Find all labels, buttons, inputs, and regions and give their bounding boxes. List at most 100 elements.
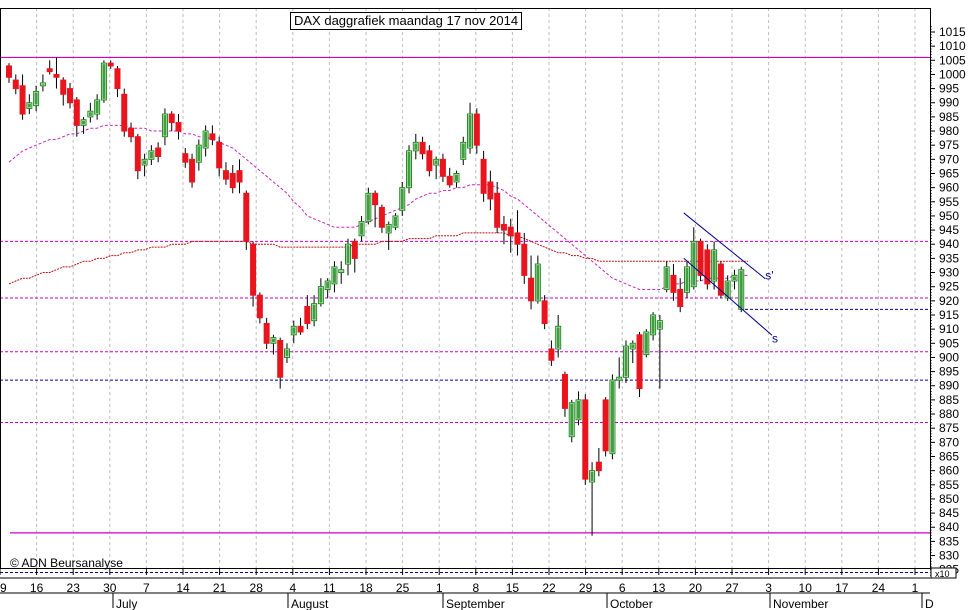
candle-up-fill (644, 332, 648, 354)
candle-down (155, 147, 162, 158)
y-tick-label: 890 (939, 379, 959, 393)
candle-down (216, 141, 223, 169)
y-tick-label: 950 (939, 209, 959, 223)
candle-up-fill (143, 160, 147, 164)
candle-up-fill (360, 222, 364, 235)
candle-down (182, 153, 189, 163)
candle-up-fill (197, 146, 201, 162)
candle-down (229, 172, 236, 189)
axes: 9 16 23 30 7 14 21 28 4 11 18 25 1 8 15 22 29 6 13 20 27 3 10 1… (0, 8, 966, 610)
month-label: October (610, 597, 653, 610)
candle-down (677, 289, 684, 307)
y-tick-label: 915 (939, 308, 959, 322)
candle-up-fill (407, 151, 411, 187)
month-label: D (925, 597, 934, 610)
y-tick-label: 920 (939, 294, 959, 308)
candle-up-fill (82, 120, 86, 125)
y-tick-label: 885 (939, 393, 959, 407)
month-label: September (446, 597, 505, 610)
y-tick-label: 880 (939, 407, 959, 421)
y-tick-label: 935 (939, 251, 959, 265)
x-tick-label: 22 (542, 581, 556, 595)
y-tick-label: 985 (939, 110, 959, 124)
candle-down (426, 150, 433, 172)
candle-down (494, 192, 501, 228)
candle-down (46, 68, 53, 73)
ma-long-line (8, 232, 748, 285)
candle-down (6, 65, 12, 78)
candle-up-fill (414, 143, 418, 150)
x-tick-label: 24 (872, 581, 886, 595)
x-tick-label: 8 (472, 581, 479, 595)
x-tick-label: 20 (689, 581, 703, 595)
y-tick-label: 930 (939, 266, 959, 280)
candle-down (446, 175, 453, 186)
candle-up-fill (624, 347, 628, 377)
y-tick-label: 955 (939, 195, 959, 209)
candle-up-fill (339, 270, 343, 272)
candle-down (521, 243, 528, 276)
y-tick-label: 835 (939, 534, 959, 548)
y-tick-label: 875 (939, 421, 959, 435)
candle-up-fill (88, 112, 92, 116)
candle-up-fill (651, 315, 655, 334)
candle-up-fill (610, 381, 614, 453)
candle-up-fill (34, 92, 38, 105)
candle-down (250, 243, 257, 296)
candle-down (351, 240, 358, 259)
candle-up-fill (570, 403, 574, 436)
x-tick-label: 18 (359, 581, 373, 595)
x-tick-label: 25 (396, 581, 410, 595)
plot-frame (0, 8, 931, 569)
candle-up-fill (434, 160, 438, 164)
candle-down (304, 306, 311, 324)
candle-up-fill (326, 282, 330, 289)
candle-down (636, 334, 643, 390)
channel-upper-label: s' (765, 269, 773, 283)
y-tick-label: 1005 (939, 53, 966, 67)
ma-short-line (8, 124, 748, 290)
candle-up-fill (665, 267, 669, 289)
y-tick-label: 840 (939, 520, 959, 534)
x-tick-label: 27 (725, 581, 739, 595)
candle-down (12, 79, 19, 90)
x-tick-label: 4 (289, 581, 296, 595)
horizontal-levels (0, 56, 930, 574)
x-tick-label: 14 (176, 581, 190, 595)
x-tick-label: 1 (436, 581, 443, 595)
scale-note-box (930, 567, 957, 579)
candle-up-fill (726, 282, 730, 298)
candle-down (697, 240, 704, 276)
channel-lower-line (683, 257, 773, 336)
candle-down (189, 158, 196, 183)
candles (6, 57, 745, 536)
candle-up-fill (685, 267, 689, 292)
candle-down (222, 170, 229, 180)
candle-up-fill (732, 276, 736, 281)
candle-down (602, 399, 609, 452)
x-tick-label: 11 (323, 581, 336, 595)
x-tick-label: 28 (250, 581, 264, 595)
candle-up-fill (149, 151, 153, 159)
y-tick-label: 910 (939, 322, 959, 336)
candle-up-fill (292, 327, 296, 334)
candle-up-fill (271, 338, 275, 343)
candle-up-fill (346, 245, 350, 264)
candle-up-fill (536, 265, 540, 300)
credit-label: © ADN Beursanalyse (10, 556, 123, 570)
candle-down (168, 113, 175, 124)
candle-down (419, 141, 426, 155)
chart-title: DAX daggrafiek maandag 17 nov 2014 (290, 12, 523, 30)
x-tick-label: 3 (765, 581, 772, 595)
candle-down (114, 68, 121, 90)
y-tick-label: 900 (939, 350, 959, 364)
candle-up-fill (163, 115, 167, 136)
candle-up-fill (556, 327, 560, 348)
candle-up-fill (387, 225, 391, 232)
y-tick-label: 975 (939, 138, 959, 152)
y-tick-label: 940 (939, 237, 959, 251)
y-tick-label: 830 (939, 549, 959, 563)
y-tick-label: 845 (939, 506, 959, 520)
candle-up-fill (712, 250, 716, 281)
candle-down (378, 206, 385, 228)
